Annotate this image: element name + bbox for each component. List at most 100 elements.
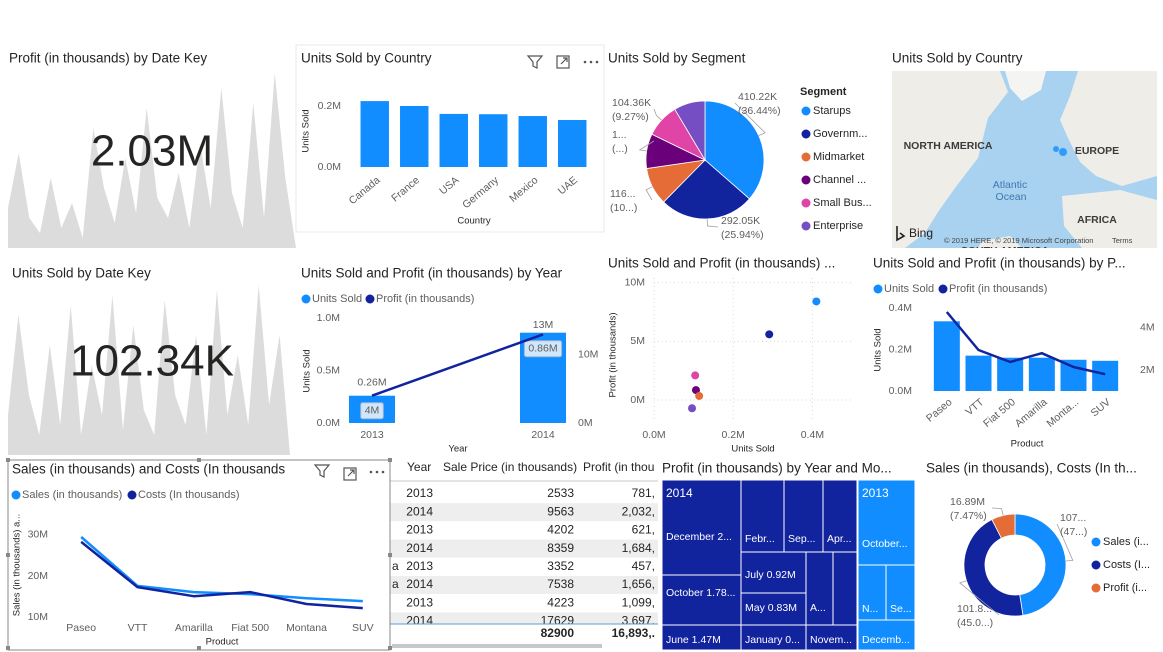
- data-label: 4M: [365, 405, 380, 417]
- y-axis-label: Sales (in thousands) a...: [12, 514, 23, 616]
- map-label: Ocean: [996, 191, 1027, 203]
- x-axis-label: Country: [457, 216, 491, 227]
- cell: 2,032,: [622, 504, 655, 518]
- pie-slice: [704, 100, 765, 200]
- tile-label: October 1.78...: [666, 587, 735, 599]
- table: Year Sale Price (in thousands) Profit (in …: [390, 458, 658, 650]
- map-bubble[interactable]: [1059, 148, 1067, 156]
- dot: [369, 470, 373, 474]
- handle[interactable]: [388, 553, 392, 557]
- data-label: 0.86M: [528, 342, 557, 354]
- handle[interactable]: [6, 458, 10, 462]
- legend-label: Units Sold: [312, 293, 362, 305]
- x-tick-label: 2013: [360, 429, 384, 441]
- cell: a: [392, 559, 399, 573]
- treemap-tile[interactable]: [885, 564, 916, 621]
- treemap-tile[interactable]: [857, 564, 887, 621]
- cell: 4223: [547, 595, 574, 609]
- total-cell: 16,893,.: [612, 626, 655, 640]
- treemap-title: Profit (in thousands) by Year and Mo...: [662, 461, 892, 476]
- legend-label: Sales (in thousands): [22, 489, 122, 501]
- data-label: (47...): [1060, 526, 1087, 538]
- x-tick-label: SUV: [352, 622, 374, 634]
- y2-tick-label: 4M: [1140, 322, 1155, 334]
- tile-label: Apr...: [827, 533, 852, 545]
- tile-label: Novem...: [810, 634, 852, 646]
- treemap-tile[interactable]: [857, 479, 916, 566]
- pie-slice: [663, 159, 750, 220]
- data-label: (...): [612, 143, 628, 155]
- x-tick-label: Amarilla: [175, 622, 213, 634]
- legend-label: Costs (I...: [1103, 559, 1150, 571]
- map-terms[interactable]: Terms: [1112, 236, 1133, 245]
- data-label: 292.05K: [721, 215, 760, 227]
- map-label: EUROPE: [1075, 145, 1119, 157]
- handle[interactable]: [197, 646, 201, 650]
- x-tick-label: Paseo: [66, 622, 96, 634]
- focus-icon[interactable]: [556, 55, 570, 69]
- treemap-tile[interactable]: [805, 624, 858, 651]
- data-label: (7.47%): [950, 510, 987, 522]
- row-band: [390, 503, 658, 522]
- leader-line: [645, 186, 653, 201]
- cell: 1,656,: [622, 577, 655, 591]
- chart-title: Sales (in thousands) and Costs (In thous…: [12, 462, 285, 477]
- x-axis-label: Product: [206, 637, 239, 648]
- data-label: (10...): [610, 202, 637, 214]
- tile-label: June 1.47M: [666, 634, 721, 646]
- tile-label: October...: [862, 538, 908, 550]
- chart-title: Units Sold and Profit (in thousands) by …: [873, 256, 1126, 271]
- data-label: 101.8...: [957, 603, 992, 615]
- column-header: Profit (in thou: [583, 460, 654, 474]
- cell: 8359: [547, 541, 574, 555]
- map-bubble[interactable]: [1053, 146, 1059, 152]
- treemap-tile[interactable]: [740, 479, 785, 553]
- focus-icon[interactable]: [343, 467, 357, 481]
- more-icon[interactable]: [369, 470, 385, 474]
- x-tick-label: VTT: [128, 622, 148, 634]
- treemap-tile[interactable]: [822, 479, 858, 553]
- line: [945, 311, 1106, 376]
- treemap-tile[interactable]: [805, 551, 834, 626]
- handle[interactable]: [388, 458, 392, 462]
- handle[interactable]: [6, 646, 10, 650]
- handle[interactable]: [197, 458, 201, 462]
- handle[interactable]: [6, 553, 10, 557]
- bar: [1060, 359, 1087, 391]
- x-tick-label: 2014: [531, 429, 555, 441]
- map-label: NORTH AMERICA: [904, 140, 993, 152]
- y-tick-label: 20M: [28, 570, 48, 582]
- data-label: 16.89M: [950, 496, 985, 508]
- treemap-tile[interactable]: [857, 619, 916, 651]
- treemap-tile[interactable]: [740, 551, 807, 594]
- treemap-tile[interactable]: [740, 592, 807, 626]
- x-axis-label: Year: [448, 444, 467, 455]
- handle[interactable]: [388, 646, 392, 650]
- treemap-tile[interactable]: [832, 551, 858, 626]
- map-logo: Bing: [909, 226, 933, 240]
- cell: 2014: [406, 504, 433, 518]
- treemap-tile[interactable]: [661, 624, 742, 651]
- legend-title: Segment: [800, 86, 847, 98]
- total-cell: 82900: [541, 626, 575, 640]
- focus-frame: [556, 55, 570, 69]
- tile-label: Sep...: [788, 533, 815, 545]
- y-axis-label: Units Sold: [301, 109, 312, 152]
- treemap-tile[interactable]: [661, 574, 742, 626]
- tile-label: N...: [862, 603, 878, 615]
- more-icon[interactable]: [583, 60, 599, 64]
- filter-icon[interactable]: [526, 55, 544, 69]
- tile-label: Decemb...: [862, 634, 910, 646]
- treemap-tile[interactable]: [783, 479, 824, 553]
- y-tick-label: 0M: [630, 394, 645, 406]
- cell: 2013: [406, 595, 433, 609]
- cell: 2533: [547, 486, 574, 500]
- y-tick-label: 10M: [28, 611, 48, 623]
- legend-label: Channel ...: [813, 174, 866, 186]
- treemap-tile[interactable]: [740, 624, 807, 651]
- filter-icon[interactable]: [313, 464, 331, 478]
- bar: [558, 120, 587, 167]
- bar: [479, 114, 508, 167]
- y2-tick-label: 0M: [578, 417, 593, 429]
- legend-label: Small Bus...: [813, 197, 872, 209]
